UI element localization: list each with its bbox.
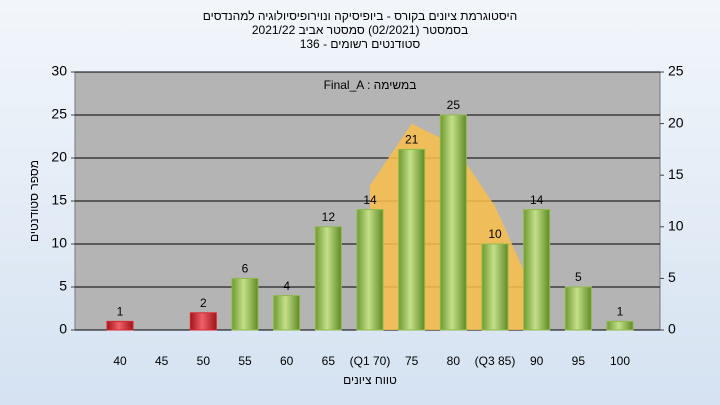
y-tick-label: 15	[51, 192, 67, 208]
y2-tick-label: 5	[668, 269, 676, 285]
value-label: 4	[283, 279, 290, 293]
x-tick-label: 40	[113, 354, 127, 368]
y-tick-label: 5	[59, 278, 67, 294]
y2-tick-label: 25	[668, 63, 684, 79]
y-tick-label: 0	[59, 321, 67, 337]
x-axis-label: טווח ציונים	[343, 373, 397, 387]
x-tick-label: 65	[322, 354, 336, 368]
y2-tick-label: 20	[668, 114, 684, 130]
y-axis-label: מספר סטודנטים	[27, 160, 41, 242]
x-tick-label: (Q1 70)	[350, 354, 391, 368]
x-tick-label: 55	[238, 354, 252, 368]
value-label: 21	[405, 133, 419, 147]
y2-tick-label: 10	[668, 218, 684, 234]
y-tick-label: 30	[51, 63, 67, 79]
y-tick-label: 20	[51, 149, 67, 165]
value-label: 25	[447, 98, 461, 112]
value-label: 1	[617, 305, 624, 319]
bar	[106, 320, 134, 331]
value-label: 10	[488, 227, 502, 241]
bar	[356, 209, 384, 331]
value-label: 14	[363, 193, 377, 207]
bar	[314, 226, 342, 331]
y-tick-label: 10	[51, 235, 67, 251]
x-tick-label: 100	[610, 354, 630, 368]
x-tick-label: 80	[447, 354, 461, 368]
bar	[523, 209, 551, 331]
x-tick-label: 90	[530, 354, 544, 368]
bar	[439, 114, 467, 331]
x-tick-label: 45	[155, 354, 169, 368]
y2-tick-label: 15	[668, 166, 684, 182]
value-label: 2	[200, 296, 207, 310]
x-tick-label: 50	[197, 354, 211, 368]
bar	[398, 148, 426, 331]
bar	[273, 295, 301, 331]
x-tick-label: 60	[280, 354, 294, 368]
bar	[564, 286, 592, 331]
y-tick-label: 25	[51, 106, 67, 122]
x-tick-label: 95	[572, 354, 586, 368]
bar	[481, 243, 509, 331]
x-tick-label: (Q3 85)	[475, 354, 516, 368]
bar	[189, 312, 217, 331]
annotation: Final_A : במשימה	[324, 78, 417, 92]
value-label: 12	[322, 210, 336, 224]
chart-subtitle: בסמסטר (02/2021) סמסטר אביב 2021/22	[252, 23, 468, 37]
y2-tick-label: 0	[668, 321, 676, 337]
value-label: 6	[242, 262, 249, 276]
x-tick-label: 75	[405, 354, 419, 368]
value-label: 1	[117, 305, 124, 319]
chart-title: היסטוגרמת ציונים בקורס - ביופיסיקה ונויר…	[203, 9, 517, 23]
chart-subtitle: סטודנטים רשומים - 136	[300, 37, 421, 51]
bar	[231, 277, 259, 331]
value-label: 14	[530, 193, 544, 207]
bar	[606, 320, 634, 331]
value-label: 5	[575, 270, 582, 284]
